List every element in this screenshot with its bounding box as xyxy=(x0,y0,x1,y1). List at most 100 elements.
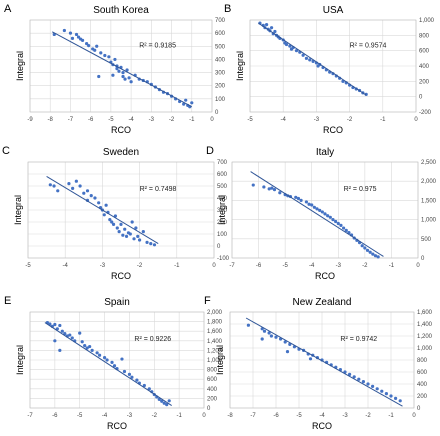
data-point xyxy=(165,403,169,407)
x-tick-label: -5 xyxy=(282,263,288,269)
data-point xyxy=(160,399,164,403)
data-point xyxy=(117,230,121,234)
x-tick-label: -1 xyxy=(189,117,195,123)
x-tick-label: -2 xyxy=(137,263,143,269)
data-point xyxy=(105,358,109,362)
data-point xyxy=(95,351,99,355)
data-point xyxy=(373,254,378,258)
data-point xyxy=(132,237,136,241)
data-point xyxy=(294,195,298,199)
y-tick-label: 100 xyxy=(215,97,226,103)
data-point xyxy=(352,375,356,379)
data-point xyxy=(97,201,101,205)
y-tick-label: 1,600 xyxy=(417,310,433,316)
data-point xyxy=(93,48,97,52)
panel-c: C Sweden-5 -4 -3 -2 -1 0-100010020030040050060… xyxy=(2,145,230,281)
data-point xyxy=(58,323,62,328)
data-point xyxy=(58,348,62,352)
data-point xyxy=(78,331,82,335)
y-tick-label: 600 xyxy=(419,49,430,55)
trendline xyxy=(250,171,384,257)
y-tick-label: -100 xyxy=(217,256,230,262)
trendline xyxy=(52,31,193,108)
y-tick-label: 1,000 xyxy=(417,346,433,352)
data-point xyxy=(308,357,313,361)
x-tick-label: -1 xyxy=(176,413,182,419)
data-point xyxy=(121,233,125,237)
data-point xyxy=(74,32,79,37)
data-point xyxy=(138,238,142,242)
data-point xyxy=(270,186,274,190)
y-axis-title: Integral xyxy=(217,195,227,225)
data-point xyxy=(111,222,116,226)
y-tick-label: 0 xyxy=(207,406,211,412)
x-axis-title: RCO xyxy=(312,421,332,431)
data-point xyxy=(120,357,124,361)
data-point xyxy=(135,378,139,382)
data-point xyxy=(68,333,72,337)
data-point xyxy=(85,42,89,46)
data-point xyxy=(361,380,365,384)
x-tick-label: -6 xyxy=(52,413,58,419)
y-tick-label: 600 xyxy=(207,377,218,383)
y-axis-title: Integral xyxy=(15,51,25,81)
data-point xyxy=(269,26,274,30)
data-point xyxy=(80,340,84,344)
data-point xyxy=(113,57,117,62)
data-point xyxy=(129,80,133,84)
x-tick-label: -3 xyxy=(127,413,133,419)
data-point xyxy=(107,55,111,59)
x-tick-label: -5 xyxy=(77,413,83,419)
y-axis-title: Integral xyxy=(13,195,23,225)
r-squared-label: R² = 0.975 xyxy=(344,186,377,193)
plot-frame xyxy=(231,161,419,259)
x-tick-label: -2 xyxy=(152,413,158,419)
y-tick-label: 200 xyxy=(419,79,430,85)
y-tick-label: 400 xyxy=(215,57,226,63)
y-tick-label: 0 xyxy=(419,95,423,101)
data-point xyxy=(318,208,322,212)
r-squared-label: R² = 0.9226 xyxy=(134,336,171,343)
data-point xyxy=(68,31,73,35)
y-axis-title: Integral xyxy=(15,345,25,375)
data-point xyxy=(82,191,86,195)
x-axis-title: RCO xyxy=(111,271,131,281)
panel-f: F New Zealand-8 -7 -6 -5 -4 -3 -2 -1 002004006008… xyxy=(204,295,433,431)
data-point xyxy=(342,226,346,230)
x-tick-label: -3 xyxy=(100,263,106,269)
plot-frame xyxy=(29,19,213,113)
x-tick-label: -7 xyxy=(68,117,74,123)
data-point xyxy=(184,98,188,102)
data-point xyxy=(363,246,367,250)
r-squared-label: R² = 0.9574 xyxy=(350,43,387,50)
data-point xyxy=(128,232,132,236)
data-point xyxy=(368,250,372,254)
x-tick-label: -2 xyxy=(362,263,368,269)
data-point xyxy=(304,56,309,60)
data-point xyxy=(274,335,278,339)
data-point xyxy=(136,234,140,238)
data-point xyxy=(119,222,123,226)
data-point xyxy=(326,214,330,218)
data-point xyxy=(360,244,364,248)
data-point xyxy=(48,183,52,187)
x-tick-label: -5 xyxy=(25,263,31,269)
x-tick-label: -4 xyxy=(63,263,69,269)
data-point xyxy=(104,203,108,207)
panel-letter: C xyxy=(2,145,10,157)
panel-title: Italy xyxy=(316,147,334,158)
x-tick-label: 0 xyxy=(210,117,214,123)
y-tick-label: 0 xyxy=(217,244,221,250)
data-point xyxy=(52,184,56,188)
y-tick-label: 200 xyxy=(217,220,228,226)
data-point xyxy=(307,202,311,206)
data-point xyxy=(123,227,127,231)
data-point xyxy=(98,353,102,357)
y-tick-label: 400 xyxy=(217,196,228,202)
data-point xyxy=(93,196,97,200)
data-point xyxy=(102,213,106,217)
y-tick-label: 1,000 xyxy=(207,358,223,364)
data-point xyxy=(70,36,75,41)
data-point xyxy=(328,215,332,219)
